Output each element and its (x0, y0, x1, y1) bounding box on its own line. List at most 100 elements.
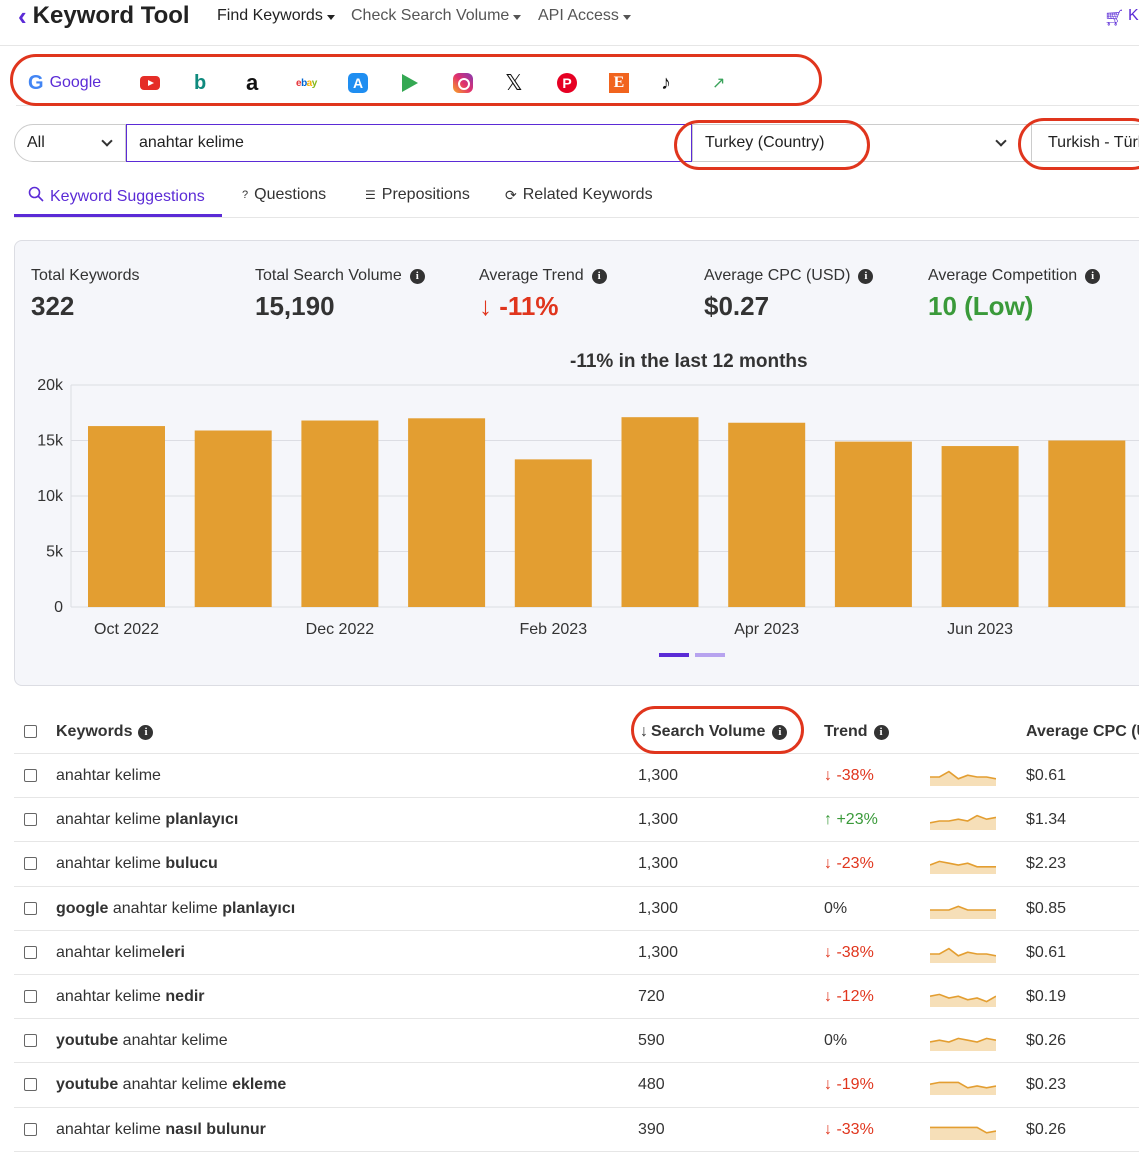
chart-bar (514, 459, 592, 607)
y-tick-label: 20k (37, 377, 64, 394)
row-checkbox[interactable] (24, 813, 37, 827)
keyword-cell[interactable]: anahtar kelime bulucu (56, 855, 218, 873)
col-trend[interactable]: Trend i (824, 723, 889, 741)
etsy-icon[interactable]: E (609, 72, 629, 94)
logo[interactable]: ‹ Keyword Tool (18, 2, 190, 30)
row-checkbox[interactable] (24, 989, 37, 1003)
cpc-cell: $0.23 (1026, 1076, 1067, 1094)
keyword-cell[interactable]: anahtar kelimeleri (56, 944, 185, 962)
trend-cell: ↓ -12% (824, 987, 874, 1005)
nav-check-search-volume[interactable]: Check Search Volume (351, 7, 522, 25)
tab-keyword-suggestions[interactable]: Keyword Suggestions (28, 186, 205, 207)
row-checkbox[interactable] (24, 901, 37, 915)
carousel-dot-active[interactable] (659, 653, 689, 657)
refresh-icon: ⟳ (505, 186, 517, 203)
stat-value: 15,190 (255, 291, 335, 321)
search-volume-cell: 1,300 (638, 899, 679, 917)
keyword-highlight: leri (160, 943, 185, 961)
instagram-icon[interactable] (453, 72, 473, 94)
trend-sparkline (930, 860, 996, 875)
col-average-cpc-label: Average CPC (U (1026, 723, 1139, 740)
trends-icon[interactable]: ↗ (712, 75, 726, 92)
trend-cell: ↓ -19% (824, 1076, 874, 1094)
bing-icon[interactable]: b (194, 71, 207, 94)
keyword-cell[interactable]: anahtar kelime nasıl bulunur (56, 1121, 266, 1139)
app-store-icon[interactable]: A (348, 72, 368, 94)
row-checkbox[interactable] (24, 1034, 37, 1048)
stat-average-cpc: Average CPC (USD) i $0.27 (704, 267, 874, 322)
table-row[interactable]: anahtar kelime nedir 720 ↓ -12% $0.19 (14, 975, 1139, 1020)
col-average-cpc[interactable]: Average CPC (U (1026, 723, 1139, 741)
row-checkbox[interactable] (24, 945, 37, 959)
keyword-highlight: ekleme (232, 1076, 287, 1094)
pinterest-icon[interactable]: P (557, 72, 577, 94)
col-trend-label: Trend (824, 723, 868, 740)
table-row[interactable]: anahtar kelime planlayıcı 1,300 ↑ +23% $1.3… (14, 798, 1139, 843)
chart-bar (941, 446, 1019, 607)
select-all-checkbox[interactable] (24, 725, 37, 738)
keyword-cell[interactable]: anahtar kelime (56, 767, 161, 785)
keyword-cell[interactable]: youtube anahtar kelime ekleme (56, 1076, 286, 1094)
search-input[interactable]: anahtar kelime (126, 124, 692, 162)
youtube-icon[interactable] (140, 72, 160, 94)
info-icon[interactable]: i (858, 268, 874, 284)
x-tick-label: Oct 2022 (94, 621, 159, 638)
info-icon[interactable]: i (138, 724, 154, 740)
table-row[interactable]: youtube anahtar kelime 590 0% $0.26 (14, 1019, 1139, 1064)
x-icon[interactable]: 𝕏 (505, 70, 523, 95)
tab-related-keywords[interactable]: ⟳ Related Keywords (505, 186, 653, 204)
nav-find-keywords[interactable]: Find Keywords (217, 7, 335, 25)
cart-icon[interactable]: 🛒︎ (1104, 10, 1125, 27)
table-row[interactable]: anahtar kelime nasıl bulunur 390 ↓ -33% $0.… (14, 1108, 1139, 1152)
nav-api-access[interactable]: API Access (538, 7, 631, 25)
cpc-cell: $0.26 (1026, 1120, 1067, 1138)
info-icon[interactable]: i (591, 268, 607, 284)
row-checkbox[interactable] (24, 1078, 37, 1092)
col-keywords[interactable]: Keywords i (56, 723, 154, 741)
carousel-dot[interactable] (695, 653, 725, 657)
play-store-icon[interactable] (402, 72, 418, 94)
row-checkbox[interactable] (24, 769, 37, 782)
tab-keyword-suggestions-label: Keyword Suggestions (50, 187, 205, 205)
table-row[interactable]: youtube anahtar kelime ekleme 480 ↓ -19% $0… (14, 1063, 1139, 1108)
table-row[interactable]: anahtar kelime bulucu 1,300 ↓ -23% $2.23 (14, 842, 1139, 887)
top-navbar: ‹ Keyword Tool Find Keywords Check Searc… (0, 0, 1139, 46)
tab-questions[interactable]: ? Questions (242, 186, 326, 204)
search-type-select[interactable]: All (14, 124, 126, 162)
cpc-cell: $0.19 (1026, 987, 1067, 1005)
tiktok-icon[interactable]: ♪ (661, 71, 671, 94)
stat-value: 322 (31, 291, 75, 321)
trend-sparkline (930, 1126, 996, 1140)
table-row[interactable]: anahtar kelime 1,300 ↓ -38% $0.61 (14, 754, 1139, 799)
search-volume-cell: 480 (638, 1076, 665, 1094)
info-icon[interactable]: i (873, 724, 889, 740)
trend-sparkline (930, 770, 996, 786)
info-icon[interactable]: i (1085, 268, 1101, 284)
chart-bar (728, 422, 806, 607)
chart-bar (194, 430, 272, 607)
keyword-cell[interactable]: google anahtar kelime planlayıcı (56, 900, 295, 918)
cart-label[interactable]: K (1128, 7, 1139, 24)
tab-bar: Keyword Suggestions ? Questions ☰ Prepos… (14, 176, 1139, 218)
keyword-cell[interactable]: youtube anahtar kelime (56, 1032, 228, 1050)
info-icon[interactable]: i (409, 268, 425, 284)
search-volume-cell: 1,300 (638, 767, 679, 784)
stat-average-trend: Average Trend i ↓ -11% (479, 267, 607, 322)
table-row[interactable]: google anahtar kelime planlayıcı 1,300 0% $… (14, 887, 1139, 931)
cpc-cell: $0.26 (1026, 1032, 1067, 1050)
tab-prepositions[interactable]: ☰ Prepositions (365, 186, 470, 204)
ebay-icon[interactable]: ebay (296, 77, 317, 89)
table-row[interactable]: anahtar kelimeleri 1,300 ↓ -38% $0.61 (14, 931, 1139, 975)
keyword-cell[interactable]: anahtar kelime planlayıcı (56, 811, 238, 829)
keyword-text: anahtar kelime (56, 811, 166, 829)
cpc-cell: $0.61 (1026, 767, 1067, 784)
amazon-icon[interactable]: a (246, 70, 259, 95)
country-value: Turkey (Country) (705, 134, 825, 151)
row-checkbox[interactable] (24, 1122, 37, 1136)
stat-value: 10 (Low) (928, 291, 1034, 321)
keyword-cell[interactable]: anahtar kelime nedir (56, 988, 205, 1006)
chart-bar (408, 418, 486, 607)
y-tick-label: 5k (46, 544, 64, 561)
row-checkbox[interactable] (24, 857, 37, 871)
language-select[interactable]: Turkish - Türkçe (1032, 124, 1139, 162)
